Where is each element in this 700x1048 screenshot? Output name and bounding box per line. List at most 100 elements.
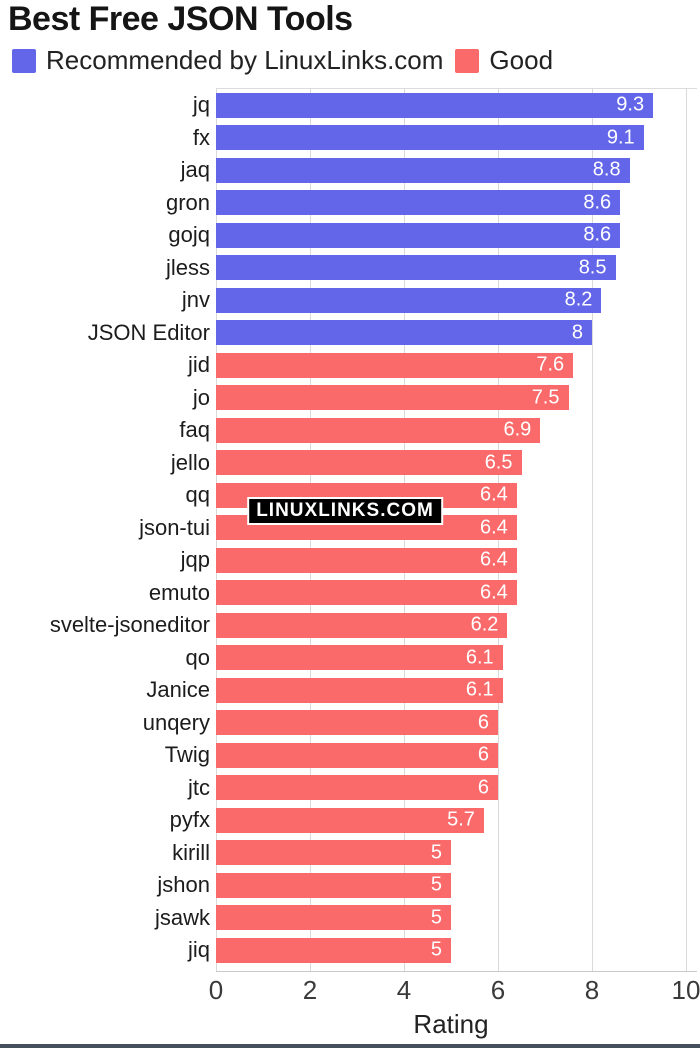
bar-row: jello 6.5 (0, 447, 697, 480)
bar-value-label: 8 (571, 321, 583, 344)
bar-label: jless (165, 254, 210, 280)
x-tick-label-10: 10 (671, 975, 700, 1005)
bar-value-label: 8.6 (583, 191, 612, 214)
bar-track: 5 (216, 872, 686, 898)
bar: 6.1 (216, 645, 503, 671)
bar-value-label: 6.1 (465, 646, 494, 669)
bar: 8 (216, 320, 592, 346)
bar: 8.8 (216, 157, 630, 183)
bar-value-label: 8.6 (583, 223, 612, 246)
bar-track: 6.4 (216, 580, 686, 606)
x-tick-label-8: 8 (584, 975, 600, 1005)
bar-label: gron (165, 189, 210, 215)
bar-value-label: 6.2 (470, 613, 499, 636)
bar-label: kirill (172, 839, 210, 865)
legend-label-recommended: Recommended by LinuxLinks.com (46, 45, 444, 75)
legend-item-recommended: Recommended by LinuxLinks.com (12, 45, 443, 76)
bar-track: 9.3 (216, 92, 686, 118)
bar-label: emuto (148, 579, 210, 605)
bar-row: Twig 6 (0, 739, 697, 772)
bar-row: JSON Editor 8 (0, 317, 697, 350)
bar-label: jsawk (154, 904, 210, 930)
bar-label: fx (192, 124, 210, 150)
bar-value-label: 6.4 (479, 548, 508, 571)
bar-track: 8.6 (216, 190, 686, 216)
bar-row: emuto 6.4 (0, 577, 697, 610)
bar-row: gojq 8.6 (0, 219, 697, 252)
bar-label: gojq (168, 222, 210, 248)
bar-label: faq (179, 417, 210, 443)
x-tick-label-6: 6 (490, 975, 506, 1005)
legend-swatch-good-icon (455, 48, 480, 73)
x-tick-label-4: 4 (396, 975, 412, 1005)
bar-value-label: 5 (430, 906, 442, 929)
bar-row: qo 6.1 (0, 642, 697, 675)
bar-label: JSON Editor (87, 319, 210, 345)
chart-title: Best Free JSON Tools (8, 0, 353, 38)
bar-value-label: 5 (430, 938, 442, 961)
bar-track: 6 (216, 775, 686, 801)
bar-row: jnv 8.2 (0, 284, 697, 317)
bar-value-label: 6 (477, 776, 489, 799)
bar-track: 5.7 (216, 807, 686, 833)
bar-row: pyfx 5.7 (0, 804, 697, 837)
bar-label: qq (185, 482, 210, 508)
bar: 8.6 (216, 222, 621, 248)
bar: 7.5 (216, 385, 569, 411)
bar-label: Twig (164, 742, 210, 768)
watermark: LINUXLINKS.COM (249, 499, 441, 523)
bar: 9.1 (216, 125, 644, 151)
bar-row: jqp 6.4 (0, 544, 697, 577)
bar-track: 6.4 (216, 547, 686, 573)
bar-track: 5 (216, 840, 686, 866)
bar-label: Janice (146, 677, 210, 703)
x-axis-line (216, 971, 697, 972)
bar-value-label: 7.6 (536, 353, 565, 376)
bar-track: 5 (216, 905, 686, 931)
bar-row: fx 9.1 (0, 122, 697, 155)
bar: 8.6 (216, 190, 621, 216)
bar-value-label: 6.5 (484, 451, 513, 474)
bar-track: 8.5 (216, 255, 686, 281)
bar-value-label: 6.9 (503, 418, 532, 441)
bar: 5 (216, 937, 451, 963)
bar-row: jaq 8.8 (0, 154, 697, 187)
bar-value-label: 5 (430, 873, 442, 896)
bar-value-label: 6 (477, 743, 489, 766)
bar-label: unqery (142, 709, 210, 735)
bar-label: pyfx (169, 807, 210, 833)
bar-value-label: 8.5 (578, 256, 607, 279)
legend-swatch-recommended-icon (12, 48, 36, 73)
bar: 5 (216, 872, 451, 898)
legend: Recommended by LinuxLinks.com Good (12, 45, 553, 76)
bar: 6.9 (216, 417, 541, 443)
plot-top-border (216, 88, 697, 89)
legend-label-good: Good (489, 45, 554, 75)
bar-label: jnv (181, 287, 210, 313)
bar-row: jtc 6 (0, 772, 697, 805)
x-tick-label-2: 2 (302, 975, 318, 1005)
bar-row: jless 8.5 (0, 252, 697, 285)
bar-track: 6.2 (216, 612, 686, 638)
bar-row: svelte-jsoneditor 6.2 (0, 609, 697, 642)
bar-track: 5 (216, 937, 686, 963)
bar: 8.2 (216, 287, 602, 313)
bar: 6 (216, 742, 498, 768)
bottom-border (0, 1044, 700, 1048)
bar-track: 7.6 (216, 352, 686, 378)
bar-track: 6.5 (216, 450, 686, 476)
bar-label: jello (170, 449, 210, 475)
bar-value-label: 9.1 (606, 126, 635, 149)
bar: 6.2 (216, 612, 508, 638)
bar-label: jshon (157, 872, 210, 898)
bar-row: unqery 6 (0, 707, 697, 740)
bar: 5 (216, 905, 451, 931)
bar-row: gron 8.6 (0, 187, 697, 220)
bar: 6 (216, 710, 498, 736)
bar: 6.4 (216, 547, 517, 573)
bar-value-label: 8.2 (564, 288, 593, 311)
bar-label: json-tui (139, 514, 210, 540)
bar-row: jo 7.5 (0, 382, 697, 415)
bar: 9.3 (216, 92, 654, 118)
bar-value-label: 6.4 (479, 581, 508, 604)
